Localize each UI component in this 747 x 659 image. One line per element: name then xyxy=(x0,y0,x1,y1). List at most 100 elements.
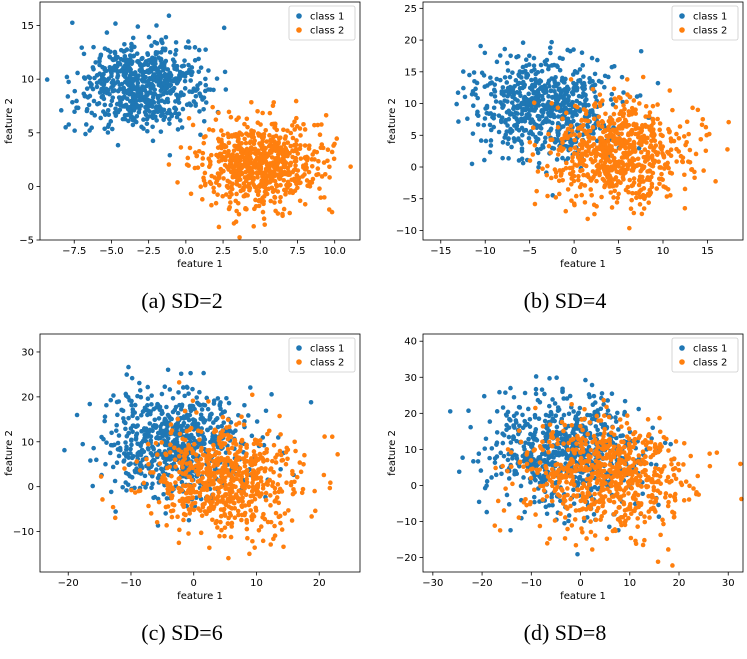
point-class-1 xyxy=(124,96,130,102)
point-class-1 xyxy=(469,91,475,97)
point-class-1 xyxy=(511,394,517,400)
point-class-1 xyxy=(571,409,576,414)
point-class-1 xyxy=(124,47,130,52)
point-class-1 xyxy=(115,142,121,148)
point-class-2 xyxy=(228,114,234,120)
point-class-2 xyxy=(271,100,277,105)
point-class-2 xyxy=(272,144,278,150)
point-class-2 xyxy=(650,170,656,176)
point-class-1 xyxy=(552,88,557,94)
point-class-2 xyxy=(319,122,324,127)
point-class-1 xyxy=(126,118,131,124)
point-class-1 xyxy=(150,104,155,109)
point-class-1 xyxy=(123,470,129,476)
point-class-1 xyxy=(108,489,114,495)
point-class-2 xyxy=(278,173,283,178)
point-class-2 xyxy=(327,164,332,170)
point-class-1 xyxy=(543,119,549,125)
point-class-2 xyxy=(272,490,278,495)
point-class-1 xyxy=(89,125,94,131)
point-class-1 xyxy=(113,113,119,118)
point-class-2 xyxy=(309,514,314,519)
point-class-2 xyxy=(189,477,195,483)
legend-box xyxy=(288,337,356,373)
point-class-1 xyxy=(158,93,163,98)
point-class-2 xyxy=(287,210,293,216)
point-class-2 xyxy=(254,471,260,476)
point-class-2 xyxy=(699,122,705,128)
point-class-1 xyxy=(163,421,168,427)
scatter-panel-a: −7.5 −5.0 −2.5 0.0 2.5 5.0 7.5 10.0 −5 0 5 10 15 feat… xyxy=(0,0,364,313)
point-class-2 xyxy=(181,453,187,459)
point-class-2 xyxy=(200,162,205,168)
point-class-2 xyxy=(228,200,233,205)
point-class-1 xyxy=(516,404,522,410)
point-class-2 xyxy=(277,199,283,204)
point-class-2 xyxy=(590,176,595,181)
point-class-2 xyxy=(181,503,187,509)
point-class-1 xyxy=(110,442,116,448)
point-class-1 xyxy=(151,72,157,77)
point-class-2 xyxy=(602,128,608,134)
point-class-2 xyxy=(191,441,197,447)
point-class-2 xyxy=(168,430,174,436)
point-class-2 xyxy=(633,111,639,116)
point-class-2 xyxy=(122,466,127,471)
point-class-2 xyxy=(249,462,254,468)
point-class-2 xyxy=(273,133,279,139)
point-class-2 xyxy=(613,104,619,110)
point-class-2 xyxy=(198,465,203,471)
point-class-1 xyxy=(175,421,180,426)
point-class-2 xyxy=(220,475,225,481)
point-class-2 xyxy=(249,514,254,519)
point-class-1 xyxy=(549,63,555,68)
point-class-2 xyxy=(637,189,642,194)
point-class-2 xyxy=(560,167,566,173)
point-class-2 xyxy=(250,474,256,480)
point-class-1 xyxy=(547,83,552,89)
point-class-1 xyxy=(561,412,567,418)
point-class-2 xyxy=(686,131,691,137)
point-class-1 xyxy=(484,509,490,515)
point-class-2 xyxy=(180,483,186,488)
point-class-2 xyxy=(211,185,216,191)
point-class-1 xyxy=(615,410,620,416)
point-class-1 xyxy=(211,398,217,403)
point-class-2 xyxy=(156,499,162,505)
point-class-2 xyxy=(314,172,319,178)
point-class-2 xyxy=(223,192,229,197)
point-class-1 xyxy=(502,135,507,140)
point-class-2 xyxy=(198,530,204,536)
point-class-2 xyxy=(565,187,571,192)
point-class-2 xyxy=(657,121,663,126)
point-class-1 xyxy=(194,495,199,500)
point-class-2 xyxy=(292,127,297,132)
point-class-2 xyxy=(674,131,679,137)
point-class-2 xyxy=(635,156,641,162)
point-class-2 xyxy=(196,148,202,154)
point-class-2 xyxy=(277,448,283,454)
point-class-2 xyxy=(243,453,249,459)
point-class-2 xyxy=(591,202,597,208)
point-class-2 xyxy=(704,132,709,138)
point-class-1 xyxy=(111,68,117,73)
point-class-1 xyxy=(126,462,132,468)
point-class-2 xyxy=(160,475,165,481)
point-class-1 xyxy=(634,94,640,99)
point-class-1 xyxy=(201,95,207,100)
point-class-1 xyxy=(181,92,186,98)
point-class-1 xyxy=(72,88,78,94)
point-class-2 xyxy=(649,174,654,180)
point-class-2 xyxy=(225,486,231,491)
point-class-2 xyxy=(222,513,228,518)
point-class-2 xyxy=(244,151,249,157)
point-class-1 xyxy=(116,433,122,438)
point-class-1 xyxy=(186,417,192,423)
point-class-2 xyxy=(229,478,234,483)
point-class-1 xyxy=(105,107,111,113)
point-class-1 xyxy=(137,388,143,393)
point-class-1 xyxy=(204,395,210,401)
point-class-1 xyxy=(150,124,155,130)
point-class-1 xyxy=(129,437,134,443)
